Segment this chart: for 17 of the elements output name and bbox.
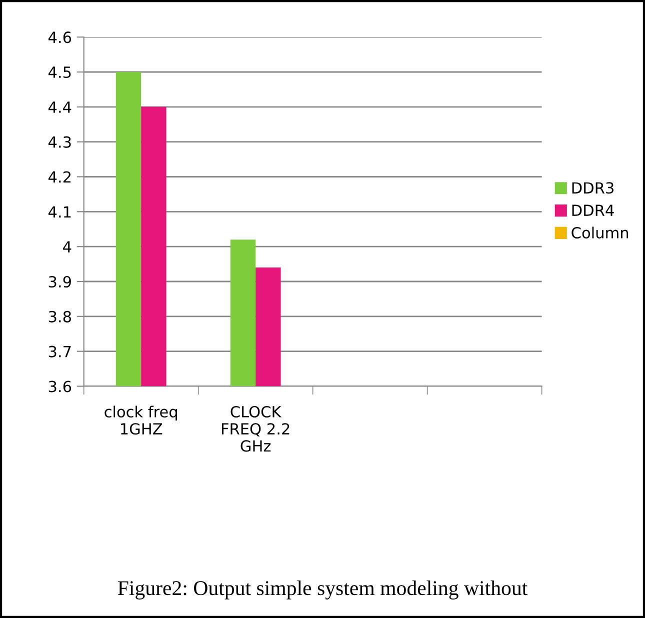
y-tick-label: 4.2 [48,171,71,183]
y-tick-label: 4.5 [48,66,71,78]
y-tick-label: 4.4 [48,102,72,113]
legend-label: DDR4 [572,204,614,216]
caption: Figure2: Output simple system modeling without [118,580,528,600]
y-tick-label: 4 [63,241,72,252]
y-tick-label: 3.7 [48,346,71,358]
y-tick-label: 4.6 [48,32,72,44]
y-tick-label: 4.1 [48,206,71,218]
y-tick-label: 3.6 [48,380,72,392]
y-tick-label: 4.3 [48,136,71,148]
x-tick-label: CLOCK FREQ 2.2 GHz [222,406,290,452]
legend-label: Column [572,226,628,239]
legend-label: DDR3 [572,182,614,194]
y-tick-label: 3.9 [48,276,71,288]
y-tick-label: 3.8 [48,310,71,322]
x-tick-label: clock freq 1GHZ [104,406,177,435]
